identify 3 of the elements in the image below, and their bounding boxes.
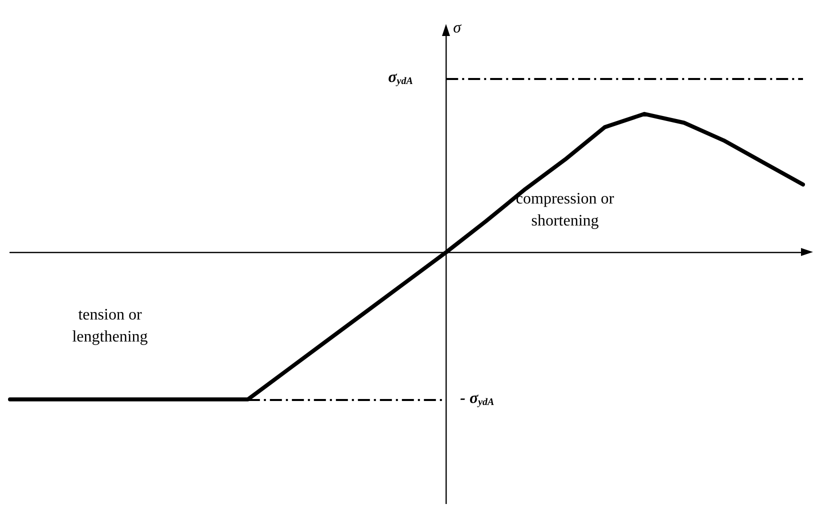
annotation: tension or lengthening (72, 306, 148, 346)
annotation: compression or shortening (516, 190, 615, 230)
y-axis-title: σ (453, 20, 462, 36)
